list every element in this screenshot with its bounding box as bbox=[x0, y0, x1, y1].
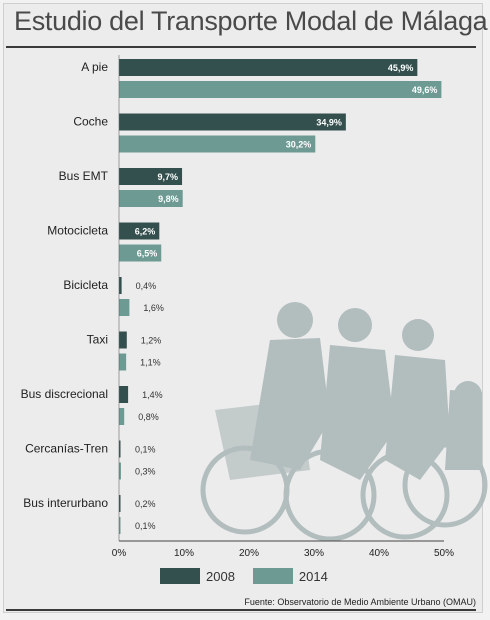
data-label-2014: 0,1% bbox=[135, 521, 156, 531]
bar-2014 bbox=[119, 517, 121, 534]
bar-2008 bbox=[119, 331, 127, 349]
legend-swatch-2014 bbox=[252, 568, 293, 584]
data-label-2008: 1,4% bbox=[142, 390, 163, 400]
category-label: Coche bbox=[73, 115, 108, 129]
category-label: Bus interurbano bbox=[23, 496, 108, 510]
x-tick-label: 30% bbox=[304, 548, 324, 559]
legend-swatch-2008 bbox=[160, 568, 200, 584]
data-label-2008: 6,2% bbox=[135, 227, 156, 237]
legend-label-2008: 2008 bbox=[206, 568, 235, 584]
bar-2014 bbox=[119, 81, 442, 98]
bar-2008 bbox=[119, 495, 121, 512]
category-label: Bus EMT bbox=[59, 169, 109, 183]
bar-2008 bbox=[119, 440, 121, 458]
chart-title: Estudio del Transporte Modal de Málaga bbox=[14, 6, 488, 36]
legend: 2008 2014 bbox=[160, 567, 346, 585]
data-label-2014: 0,3% bbox=[135, 467, 156, 477]
data-label-2008: 0,2% bbox=[135, 499, 156, 509]
bar-2008 bbox=[119, 113, 346, 131]
x-tick-label: 40% bbox=[369, 548, 389, 559]
x-tick-label: 0% bbox=[112, 548, 127, 559]
data-label-2014: 1,1% bbox=[140, 358, 161, 368]
title-divider bbox=[6, 46, 476, 48]
legend-label-2014: 2014 bbox=[298, 568, 328, 584]
category-label: Bicicleta bbox=[63, 278, 108, 292]
data-label-2014: 0,8% bbox=[138, 412, 159, 422]
bar-2014 bbox=[119, 135, 316, 153]
data-label-2008: 34,9% bbox=[316, 118, 342, 128]
category-label: Taxi bbox=[87, 333, 108, 347]
bar-2008 bbox=[119, 59, 418, 76]
x-tick-label: 10% bbox=[174, 548, 194, 559]
bar-2008 bbox=[119, 222, 160, 240]
data-label-2014: 6,5% bbox=[137, 249, 158, 259]
bar-2008 bbox=[119, 277, 122, 294]
bar-2008 bbox=[119, 386, 129, 403]
data-label-2014: 49,6% bbox=[412, 85, 438, 95]
data-label-2014: 9,8% bbox=[158, 194, 179, 204]
data-label-2008: 0,1% bbox=[135, 445, 156, 455]
category-label: Cercanías-Tren bbox=[25, 442, 108, 456]
category-label: Motocicleta bbox=[47, 224, 108, 238]
data-label-2008: 0,4% bbox=[136, 281, 157, 291]
bar-2014 bbox=[119, 190, 183, 207]
legend-item-2008: 2008 bbox=[160, 568, 235, 584]
bar-2014 bbox=[119, 299, 130, 316]
data-label-2008: 45,9% bbox=[388, 63, 414, 73]
legend-item-2014: 2014 bbox=[252, 568, 328, 584]
category-label: Bus discrecional bbox=[21, 387, 108, 401]
chart-frame bbox=[3, 3, 483, 613]
x-tick-label: 50% bbox=[434, 548, 454, 559]
bar-2014 bbox=[119, 353, 127, 371]
data-label-2008: 9,7% bbox=[158, 172, 179, 182]
x-tick-label: 20% bbox=[239, 548, 259, 559]
source-note: Fuente: Observatorio de Medio Ambiente U… bbox=[244, 597, 476, 607]
bar-2014 bbox=[119, 462, 121, 480]
data-label-2008: 1,2% bbox=[141, 336, 162, 346]
bar-2014 bbox=[119, 408, 125, 425]
data-label-2014: 30,2% bbox=[286, 140, 312, 150]
bar-2014 bbox=[119, 244, 162, 262]
bottom-divider bbox=[6, 609, 476, 611]
data-label-2014: 1,6% bbox=[143, 303, 164, 313]
cyclists-illustration bbox=[200, 302, 488, 542]
bar-2008 bbox=[119, 168, 183, 185]
category-label: A pie bbox=[81, 60, 108, 74]
